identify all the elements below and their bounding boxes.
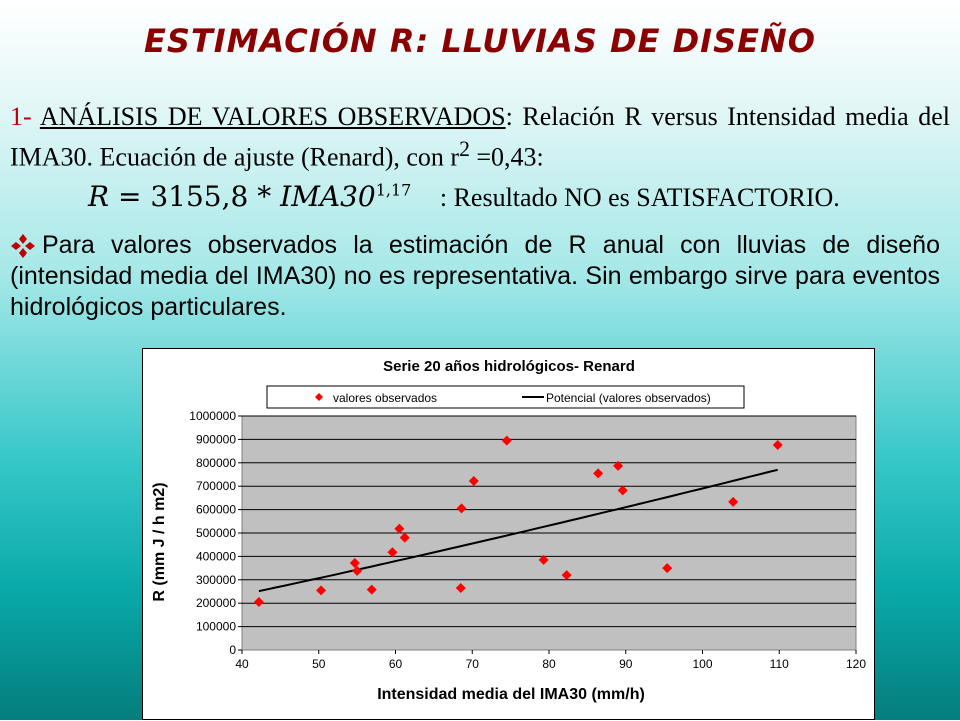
diamond-bullet-icon: [10, 230, 42, 261]
data-point: [352, 565, 363, 576]
x-tick-label: 70: [466, 657, 480, 671]
y-tick-label: 200000: [196, 596, 236, 610]
y-axis-ticks: 0 100000 200000 300000 400000 500000 600000 700…: [189, 409, 242, 657]
x-tick-label: 50: [312, 657, 326, 671]
chart-legend: valores observados Potencial (valores ob…: [266, 385, 745, 409]
y-tick-label: 500000: [196, 526, 236, 540]
y-tick-label: 0: [229, 643, 236, 657]
x-tick-label: 100: [692, 657, 712, 671]
y-tick-label: 300000: [196, 573, 236, 587]
section-number: 1-: [10, 102, 32, 131]
data-point: [349, 557, 360, 568]
y-tick-label: 800000: [196, 456, 236, 470]
x-tick-label: 80: [542, 657, 556, 671]
x-tick-label: 90: [619, 657, 633, 671]
y-tick-label: 100000: [196, 620, 236, 634]
legend-label-fit: Potencial (valores observados): [546, 391, 711, 405]
gridlines: [242, 415, 856, 628]
data-point: [662, 563, 673, 574]
section-1-paragraph: 1- ANÁLISIS DE VALORES OBSERVADOS: Relac…: [10, 100, 950, 174]
equation-result: : Resultado NO es SATISFACTORIO.: [439, 183, 840, 212]
fit-equation: R = 3155,8 * IMA301,17: [88, 180, 412, 213]
data-point: [772, 440, 783, 451]
data-point: [593, 468, 604, 479]
x-axis-label: Intensidad media del IMA30 (mm/h): [377, 686, 645, 703]
chart-svg: Serie 20 años hidrológicos- Renard valor…: [151, 358, 866, 703]
legend-box: [266, 385, 745, 409]
x-tick-label: 120: [846, 657, 866, 671]
data-point: [613, 460, 624, 471]
data-point: [617, 485, 628, 496]
data-point: [456, 503, 467, 514]
data-point: [394, 523, 405, 534]
y-tick-label: 600000: [196, 503, 236, 517]
y-axis-label: R (mm J / h m2): [151, 482, 168, 601]
chart-title: Serie 20 años hidrológicos- Renard: [383, 358, 635, 375]
x-axis-ticks: 40 50 60 70 80 90 100 110 120: [235, 650, 866, 671]
y-tick-label: 1000000: [189, 409, 236, 423]
data-point: [316, 585, 327, 596]
x-tick-label: 40: [235, 657, 249, 671]
slide-title: ESTIMACIÓN R: LLUVIAS DE DISEÑO: [144, 22, 816, 60]
scatter-chart: Serie 20 años hidrológicos- Renard valor…: [142, 348, 875, 720]
data-point: [501, 435, 512, 446]
data-points: [253, 435, 783, 608]
x-tick-label: 60: [389, 657, 403, 671]
equation-lhs: R: [88, 180, 110, 213]
y-tick-label: 400000: [196, 549, 236, 563]
equation-rhs: 3155,8 *: [150, 180, 272, 213]
fit-curve: [258, 468, 778, 593]
data-point: [387, 547, 398, 558]
bullet-paragraph: Para valores observados la estimación de…: [10, 230, 940, 323]
data-point: [468, 476, 479, 487]
fit-equation-line: R = 3155,8 * IMA301,17 : Resultado NO es…: [88, 180, 948, 213]
data-point: [728, 496, 739, 507]
data-point: [561, 570, 572, 581]
section-text-a: : Relación R versus Intensidad media del…: [10, 102, 950, 172]
data-point: [253, 597, 264, 608]
equation-var: IMA30: [280, 180, 376, 213]
section-text-b: =0,43:: [469, 142, 544, 172]
y-tick-label: 900000: [196, 432, 236, 446]
y-tick-label: 700000: [196, 479, 236, 493]
data-point: [538, 554, 549, 565]
legend-marker-icon: [315, 393, 323, 401]
data-point: [366, 584, 377, 595]
data-point: [455, 582, 466, 593]
data-point: [399, 532, 410, 543]
section-heading: ANÁLISIS DE VALORES OBSERVADOS: [39, 102, 506, 131]
equation-exponent: 1,17: [375, 180, 412, 200]
legend-label-observed: valores observados: [333, 391, 437, 405]
r-squared-superscript: 2: [459, 137, 470, 161]
x-tick-label: 110: [770, 657, 789, 671]
bullet-text: Para valores observados la estimación de…: [10, 231, 940, 321]
